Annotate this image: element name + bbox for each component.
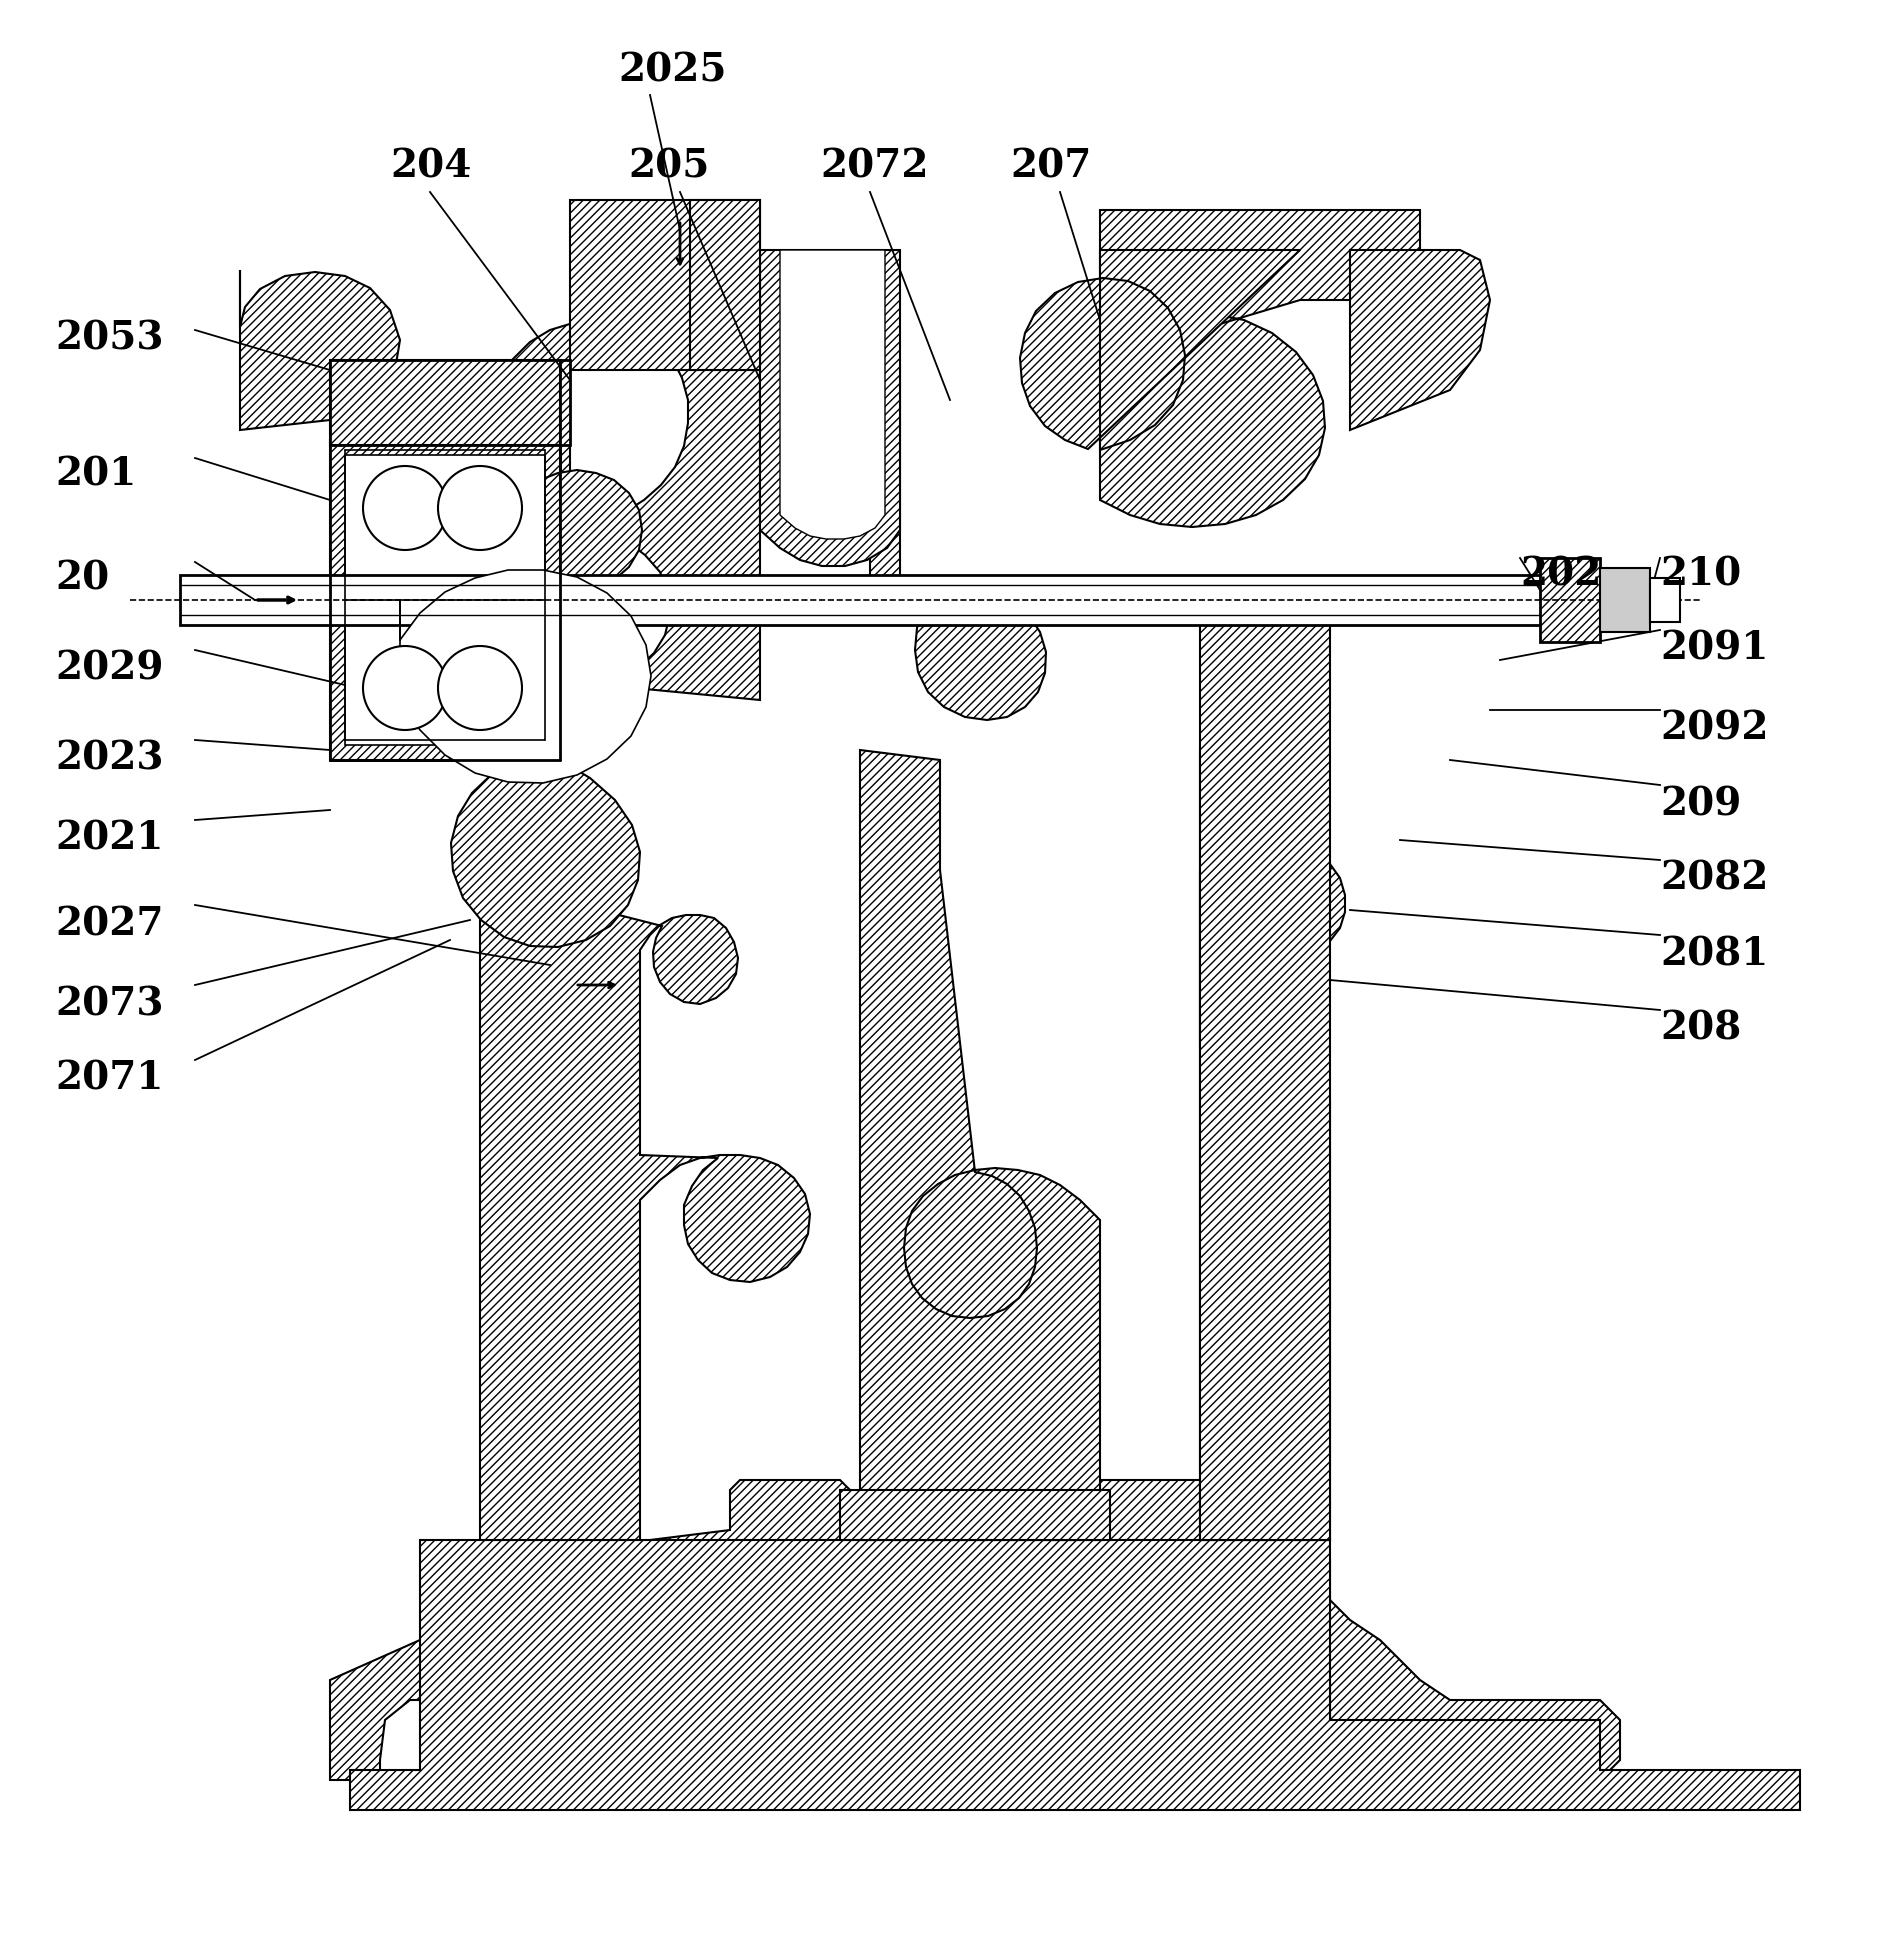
Text: 2023: 2023 — [55, 740, 163, 779]
Text: 2053: 2053 — [55, 319, 163, 358]
Text: 2025: 2025 — [618, 53, 726, 90]
Text: 207: 207 — [1009, 148, 1091, 187]
Polygon shape — [1601, 569, 1650, 633]
Polygon shape — [570, 201, 760, 370]
Polygon shape — [760, 249, 899, 567]
Text: 208: 208 — [1660, 1010, 1741, 1047]
Polygon shape — [1350, 249, 1490, 430]
Text: 2027: 2027 — [55, 905, 163, 942]
Polygon shape — [181, 574, 1561, 625]
Text: 202: 202 — [1521, 555, 1601, 594]
Polygon shape — [471, 319, 760, 732]
Text: 2021: 2021 — [55, 820, 163, 859]
Text: 20: 20 — [55, 561, 108, 598]
Text: 210: 210 — [1660, 555, 1741, 594]
Polygon shape — [479, 839, 810, 1540]
Text: 2081: 2081 — [1660, 935, 1768, 974]
Polygon shape — [840, 1489, 1110, 1540]
Text: 204: 204 — [390, 148, 471, 187]
Text: 209: 209 — [1660, 785, 1741, 824]
Polygon shape — [399, 570, 650, 783]
Polygon shape — [1200, 750, 1346, 1540]
Text: 2073: 2073 — [55, 985, 163, 1022]
Polygon shape — [350, 1540, 1800, 1811]
Text: 201: 201 — [55, 456, 137, 493]
Polygon shape — [1650, 578, 1680, 621]
Polygon shape — [331, 440, 561, 759]
Text: 205: 205 — [627, 148, 709, 187]
Text: 2029: 2029 — [55, 650, 163, 687]
Polygon shape — [331, 360, 570, 446]
Text: 2092: 2092 — [1660, 711, 1768, 748]
Polygon shape — [331, 1480, 1620, 1780]
Circle shape — [437, 465, 523, 549]
Polygon shape — [779, 249, 886, 539]
Polygon shape — [1540, 559, 1601, 643]
Text: 2072: 2072 — [819, 148, 928, 187]
Polygon shape — [859, 750, 1101, 1540]
Text: 2082: 2082 — [1660, 861, 1768, 898]
Polygon shape — [331, 440, 643, 759]
Circle shape — [363, 646, 447, 730]
Polygon shape — [451, 724, 641, 946]
Polygon shape — [690, 201, 760, 370]
Polygon shape — [1021, 249, 1300, 450]
Polygon shape — [344, 456, 546, 746]
Circle shape — [363, 465, 447, 549]
Polygon shape — [1200, 625, 1331, 1540]
Polygon shape — [1101, 210, 1420, 528]
Circle shape — [437, 646, 523, 730]
Polygon shape — [240, 271, 399, 430]
Polygon shape — [331, 360, 561, 446]
Polygon shape — [871, 364, 1046, 720]
Text: 2091: 2091 — [1660, 631, 1768, 668]
Text: 2071: 2071 — [55, 1059, 163, 1098]
